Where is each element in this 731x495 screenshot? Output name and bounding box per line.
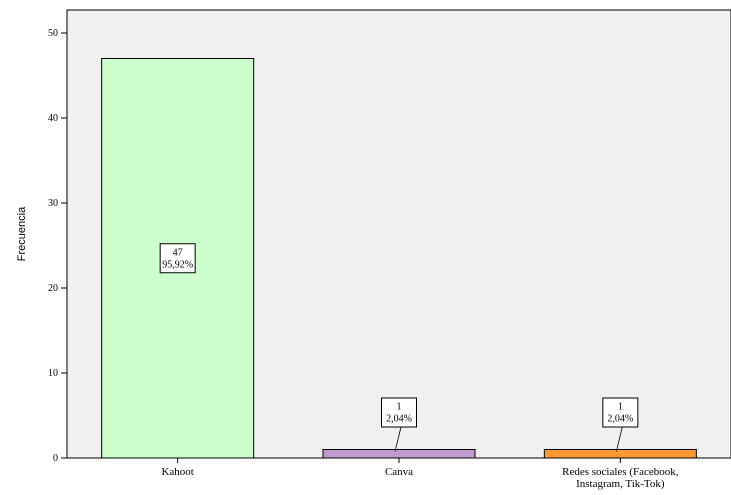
- y-tick-label: 0: [53, 453, 58, 464]
- y-tick-label: 10: [48, 368, 58, 379]
- data-label-leader: [394, 426, 402, 452]
- x-tick-label: Redes sociales (Facebook,: [562, 466, 679, 478]
- data-label-percent: 2,04%: [386, 414, 412, 425]
- x-tick-label: Kahoot: [161, 466, 193, 478]
- bar: [543, 449, 697, 459]
- data-label-percent: 2,04%: [607, 414, 633, 425]
- y-tick-label: 20: [48, 283, 58, 294]
- x-axis: Kahoot Canva Redes sociales (Facebook,Inst…: [67, 457, 731, 490]
- data-label-count: 1: [397, 402, 402, 413]
- x-tick-label: Canva: [385, 466, 413, 478]
- y-tick-label: 40: [48, 113, 58, 124]
- data-label-box: [159, 243, 196, 274]
- y-axis: 0 10 20 30 40 50: [48, 10, 68, 464]
- bar: [322, 449, 476, 459]
- x-tick-label: Instagram, Tik-Tok): [576, 478, 665, 490]
- data-label-count: 1: [618, 402, 623, 413]
- data-label-count: 47: [173, 247, 183, 258]
- y-tick-label: 30: [48, 198, 58, 209]
- data-label-percent: 95,92%: [162, 259, 193, 270]
- y-tick-label: 50: [48, 28, 58, 39]
- data-label-leader: [615, 426, 623, 452]
- data-label-box: [602, 397, 639, 428]
- y-axis-title: Frecuencia: [16, 206, 28, 261]
- data-label-box: [381, 397, 417, 428]
